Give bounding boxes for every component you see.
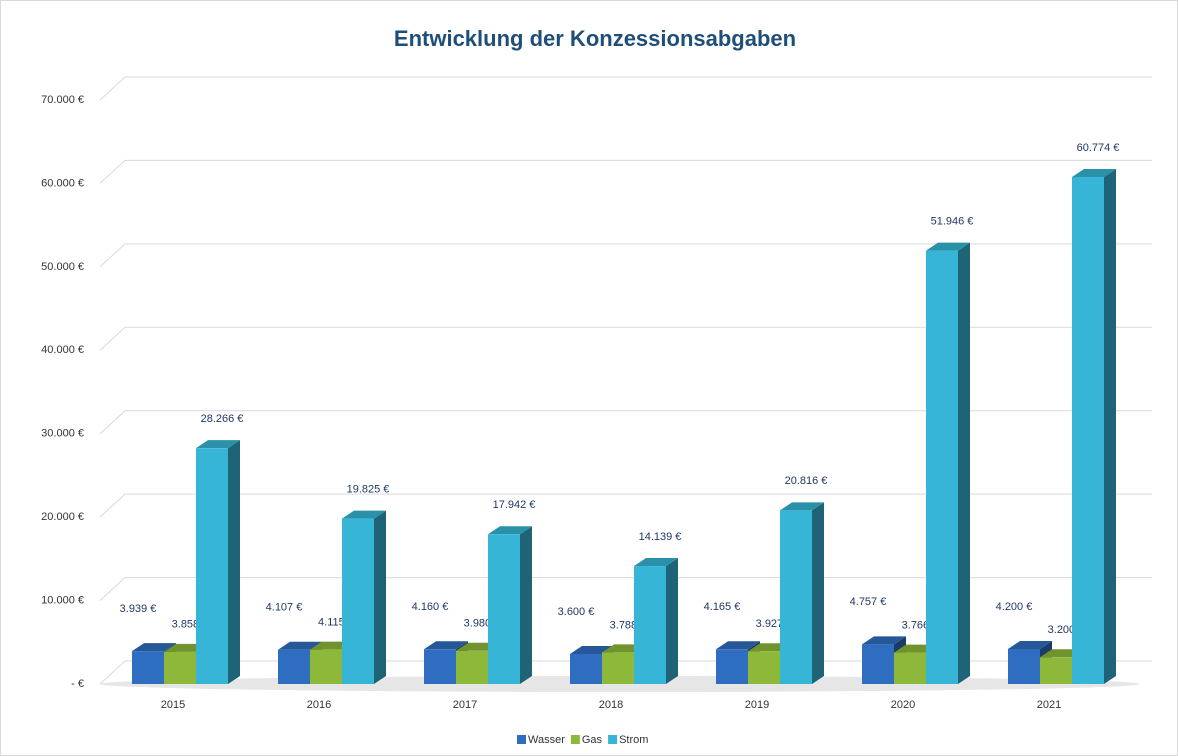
bar-top bbox=[1008, 640, 1052, 649]
legend-label: Strom bbox=[619, 734, 648, 746]
grid-line bbox=[99, 410, 1152, 435]
value-label: 3.939 € bbox=[120, 603, 157, 615]
y-tick-label: 30.000 € bbox=[41, 428, 84, 440]
y-tick-label: 40.000 € bbox=[41, 344, 84, 356]
bar-side bbox=[666, 558, 678, 684]
value-label: 3.600 € bbox=[558, 606, 595, 618]
x-tick-label: 2020 bbox=[891, 699, 915, 711]
bar-top bbox=[488, 526, 532, 535]
bar-top bbox=[1072, 168, 1116, 177]
value-label: 4.757 € bbox=[850, 596, 887, 608]
bar bbox=[748, 651, 780, 684]
x-tick-label: 2016 bbox=[307, 699, 331, 711]
grid-line bbox=[99, 76, 1152, 101]
y-tick-label: - € bbox=[71, 678, 84, 690]
bar-side bbox=[374, 510, 386, 684]
bar-side bbox=[1104, 168, 1116, 685]
bar bbox=[570, 653, 602, 684]
bar-side bbox=[228, 440, 240, 684]
bar-side bbox=[958, 242, 970, 684]
bar-top bbox=[196, 440, 240, 449]
bar bbox=[780, 510, 812, 684]
x-tick-label: 2015 bbox=[161, 699, 185, 711]
bar bbox=[278, 649, 310, 684]
bar-top bbox=[132, 643, 176, 652]
grid-line bbox=[99, 326, 1152, 351]
bar-top bbox=[716, 641, 760, 650]
x-tick-label: 2019 bbox=[745, 699, 769, 711]
bar bbox=[132, 651, 164, 684]
bar-top bbox=[342, 510, 386, 519]
bar bbox=[634, 566, 666, 684]
bar-top bbox=[926, 242, 970, 251]
bar bbox=[894, 652, 926, 684]
bar bbox=[310, 649, 342, 684]
value-label: 14.139 € bbox=[639, 531, 682, 543]
value-label: 4.200 € bbox=[996, 601, 1033, 613]
value-label: 4.107 € bbox=[266, 602, 303, 614]
bar-top bbox=[634, 558, 678, 567]
bar bbox=[196, 448, 228, 684]
grid-line bbox=[99, 243, 1152, 268]
chart-title: Entwicklung der Konzessionsabgaben bbox=[394, 26, 796, 51]
bar bbox=[164, 651, 196, 684]
y-tick-label: 50.000 € bbox=[41, 261, 84, 273]
grid-line bbox=[99, 159, 1152, 184]
bar-side bbox=[520, 526, 532, 684]
bar bbox=[488, 534, 520, 684]
bar bbox=[926, 250, 958, 684]
x-tick-label: 2021 bbox=[1037, 699, 1061, 711]
value-label: 60.774 € bbox=[1077, 142, 1120, 154]
bar bbox=[1008, 648, 1040, 684]
value-label: 4.165 € bbox=[704, 601, 741, 613]
bar bbox=[862, 644, 894, 684]
x-tick-label: 2017 bbox=[453, 699, 477, 711]
value-label: 4.160 € bbox=[412, 601, 449, 613]
legend-swatch bbox=[608, 735, 618, 744]
value-label: 20.816 € bbox=[785, 475, 828, 487]
legend-swatch bbox=[517, 735, 526, 744]
bar-side bbox=[812, 502, 824, 684]
bar bbox=[424, 649, 456, 684]
value-label: 19.825 € bbox=[347, 484, 390, 496]
y-tick-label: 60.000 € bbox=[41, 177, 84, 189]
bar bbox=[342, 518, 374, 684]
bar-top bbox=[862, 636, 906, 645]
value-label: 28.266 € bbox=[201, 413, 244, 425]
value-label: 51.946 € bbox=[931, 216, 974, 228]
bar bbox=[456, 650, 488, 684]
value-label: 17.942 € bbox=[493, 499, 536, 511]
bar-top bbox=[424, 641, 468, 650]
bar bbox=[1040, 657, 1072, 684]
legend-label: Wasser bbox=[528, 734, 565, 746]
bar-top bbox=[278, 641, 322, 650]
grid-line bbox=[99, 493, 1152, 518]
bar bbox=[1072, 176, 1104, 685]
bar-top bbox=[780, 502, 824, 511]
legend-label: Gas bbox=[582, 734, 603, 746]
x-tick-label: 2018 bbox=[599, 699, 623, 711]
bar bbox=[716, 649, 748, 684]
y-tick-label: 10.000 € bbox=[41, 594, 84, 606]
y-tick-label: 20.000 € bbox=[41, 511, 84, 523]
legend-swatch bbox=[570, 735, 580, 744]
y-tick-label: 70.000 € bbox=[41, 94, 84, 106]
bar bbox=[602, 652, 634, 684]
